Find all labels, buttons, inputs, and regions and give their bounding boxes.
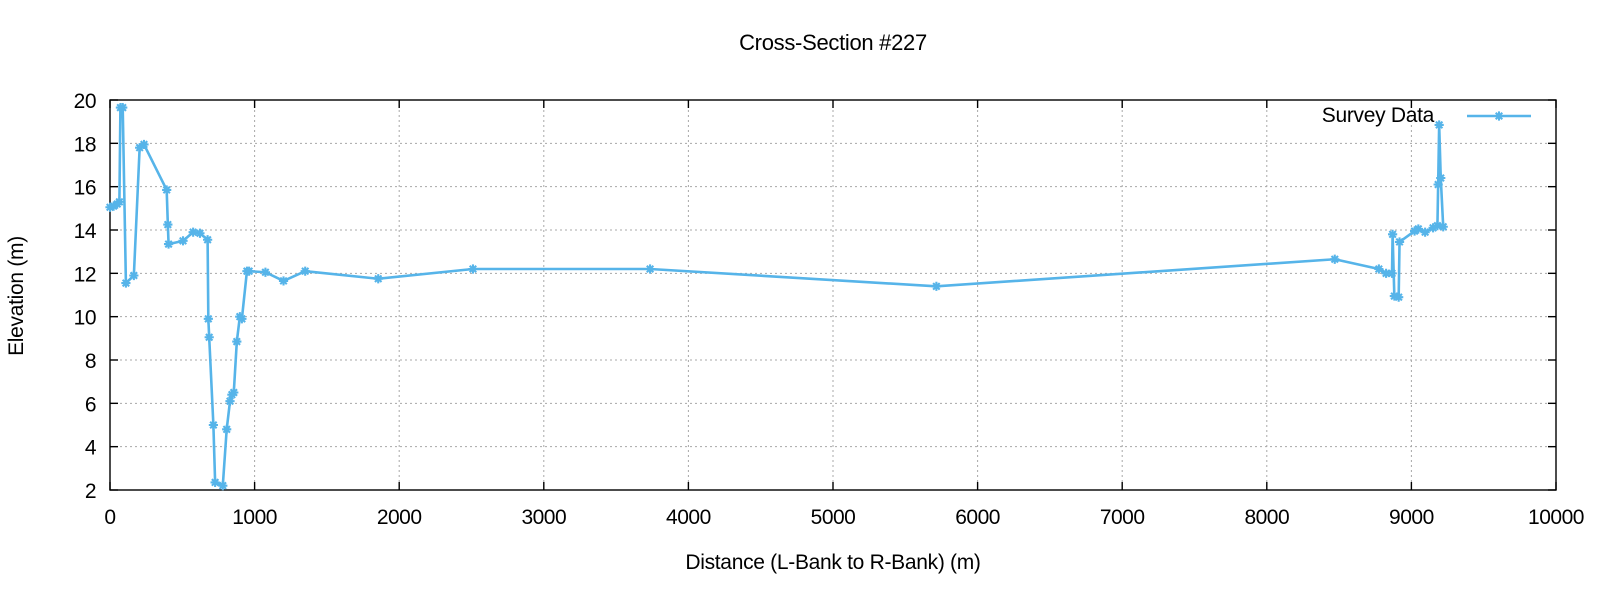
y-tick-label: 8	[85, 350, 96, 373]
legend: Survey Data	[1321, 104, 1532, 127]
y-tick-label: 2	[85, 480, 96, 503]
x-tick-label: 8000	[1244, 506, 1289, 529]
x-tick-label: 1000	[232, 506, 277, 529]
x-tick-label: 10000	[1528, 506, 1584, 529]
x-tick-label: 2000	[377, 506, 422, 529]
y-tick-label: 10	[74, 307, 96, 330]
chart-title: Cross-Section #227	[739, 30, 927, 55]
y-tick-label: 20	[74, 90, 96, 113]
legend-line-sample-icon	[1467, 111, 1531, 121]
legend-label: Survey Data	[1321, 104, 1435, 127]
y-tick-label: 12	[74, 263, 96, 286]
y-tick-label: 18	[74, 133, 96, 156]
x-tick-label: 9000	[1389, 506, 1434, 529]
y-tick-label: 16	[74, 177, 96, 200]
x-tick-label: 5000	[811, 506, 856, 529]
y-tick-label: 6	[85, 393, 96, 416]
x-tick-label: 3000	[521, 506, 566, 529]
x-tick-label: 6000	[955, 506, 1000, 529]
y-tick-label: 4	[85, 437, 97, 460]
y-axis-title: Elevation (m)	[5, 236, 28, 356]
x-tick-label: 7000	[1100, 506, 1145, 529]
x-tick-label: 0	[104, 506, 115, 529]
x-axis-title: Distance (L-Bank to R-Bank) (m)	[685, 551, 981, 574]
x-tick-label: 4000	[666, 506, 711, 529]
y-tick-label: 14	[74, 220, 97, 243]
